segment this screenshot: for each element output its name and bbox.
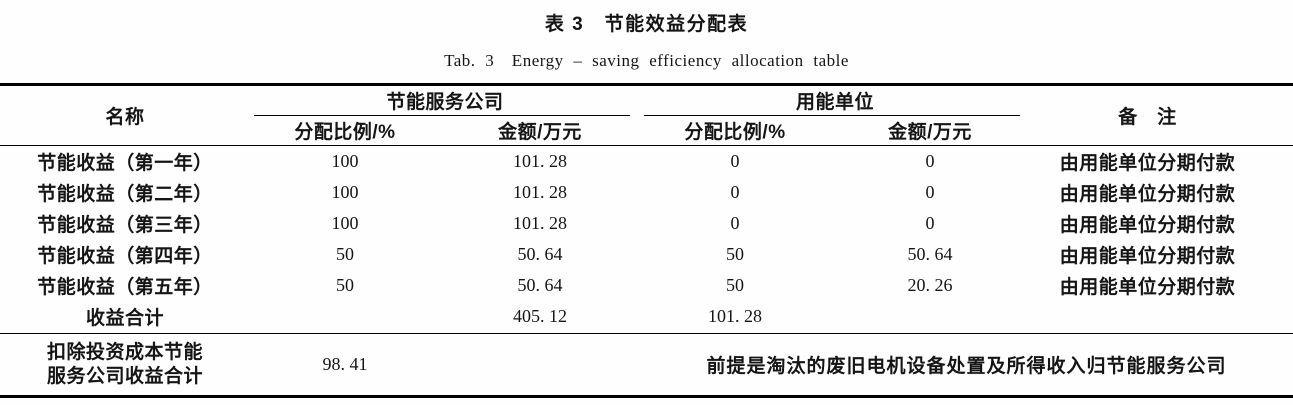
net-row-name: 扣除投资成本节能 服务公司收益合计 xyxy=(0,334,250,397)
col-header-remark: 备 注 xyxy=(1030,84,1293,146)
user-ratio-value: 0 xyxy=(730,181,740,202)
esco-ratio-value: 100 xyxy=(331,212,359,233)
table-row: 节能收益（第二年） 100 101. 28 0 0 由用能单位分期付款 xyxy=(0,177,1293,208)
esco-ratio-value: 50 xyxy=(336,243,354,264)
net-row-name-line1: 扣除投资成本节能 xyxy=(46,341,203,363)
user-amount-value: 0 xyxy=(925,150,935,171)
row-name: 节能收益（第四年） xyxy=(37,245,213,267)
allocation-table: 名称 节能服务公司 用能单位 备 注 分配比例/% 金额/万元 分配比例/% 金… xyxy=(0,83,1293,398)
user-ratio-value: 0 xyxy=(730,150,740,171)
total-esco-amount: 405. 12 xyxy=(440,300,641,334)
esco-amount-value: 101. 28 xyxy=(513,150,567,171)
table-title-en: Tab. 3 Energy – saving efficiency alloca… xyxy=(444,51,849,70)
esco-amount-value: 50. 64 xyxy=(517,274,563,295)
net-esco-ratio: 98. 41 xyxy=(322,354,368,374)
row-name: 节能收益（第三年） xyxy=(37,214,213,236)
header-sub-row: 分配比例/% 金额/万元 分配比例/% 金额/万元 xyxy=(0,115,1293,146)
user-amount-value: 0 xyxy=(925,181,935,202)
col-header-name: 名称 xyxy=(0,84,250,146)
table-row: 节能收益（第三年） 100 101. 28 0 0 由用能单位分期付款 xyxy=(0,208,1293,239)
user-ratio-value: 50 xyxy=(726,274,745,295)
net-row-name-line2: 服务公司收益合计 xyxy=(46,365,203,387)
row-name: 节能收益（第二年） xyxy=(37,183,213,205)
net-income-row: 扣除投资成本节能 服务公司收益合计 98. 41 前提是淘汰的废旧电机设备处置及… xyxy=(0,334,1293,397)
remark-value: 由用能单位分期付款 xyxy=(1059,245,1236,267)
net-esco-amount xyxy=(440,334,640,397)
col-header-user-ratio: 分配比例/% xyxy=(640,115,831,146)
table-row: 节能收益（第一年） 100 101. 28 0 0 由用能单位分期付款 xyxy=(0,146,1293,177)
user-ratio-value: 50 xyxy=(726,243,745,264)
remark-value: 由用能单位分期付款 xyxy=(1059,276,1236,298)
esco-ratio-value: 50 xyxy=(336,274,354,295)
remark-value: 由用能单位分期付款 xyxy=(1059,183,1236,205)
remark-value: 由用能单位分期付款 xyxy=(1059,152,1236,174)
row-name: 节能收益（第五年） xyxy=(37,276,213,298)
user-amount-value: 50. 64 xyxy=(907,243,953,264)
esco-amount-value: 50. 64 xyxy=(517,243,563,264)
total-remark xyxy=(1030,300,1293,334)
user-ratio-value: 0 xyxy=(730,212,740,233)
user-amount-value: 20. 26 xyxy=(907,274,953,295)
col-group-esco: 节能服务公司 xyxy=(250,85,640,116)
table-caption: 表 3 节能效益分配表 Tab. 3 Energy – saving effic… xyxy=(0,0,1293,71)
col-header-esco-amount: 金额/万元 xyxy=(440,115,641,146)
esco-ratio-value: 100 xyxy=(331,181,359,202)
total-row: 收益合计 405. 12 101. 28 xyxy=(0,300,1293,334)
total-esco-ratio xyxy=(250,300,440,334)
table-header: 名称 节能服务公司 用能单位 备 注 分配比例/% 金额/万元 分配比例/% 金… xyxy=(0,84,1293,146)
user-amount-value: 0 xyxy=(925,212,935,233)
col-header-user-amount: 金额/万元 xyxy=(830,115,1031,146)
table-title-zh: 表 3 节能效益分配表 xyxy=(544,14,749,35)
total-user-amount xyxy=(830,300,1031,334)
table-row: 节能收益（第五年） 50 50. 64 50 20. 26 由用能单位分期付款 xyxy=(0,270,1293,301)
remark-value: 由用能单位分期付款 xyxy=(1059,214,1236,236)
esco-amount-value: 101. 28 xyxy=(513,212,567,233)
col-header-esco-ratio: 分配比例/% xyxy=(250,115,440,146)
col-group-user: 用能单位 xyxy=(640,85,1030,116)
esco-amount-value: 101. 28 xyxy=(513,181,567,202)
header-group-row: 名称 节能服务公司 用能单位 备 注 xyxy=(0,84,1293,146)
row-name: 节能收益（第一年） xyxy=(37,152,213,174)
total-user-ratio: 101. 28 xyxy=(640,300,831,334)
esco-ratio-value: 100 xyxy=(331,150,359,171)
total-row-name: 收益合计 xyxy=(0,300,250,334)
net-row-note: 前提是淘汰的废旧电机设备处置及所得收入归节能服务公司 xyxy=(706,356,1227,377)
table-row: 节能收益（第四年） 50 50. 64 50 50. 64 由用能单位分期付款 xyxy=(0,239,1293,270)
